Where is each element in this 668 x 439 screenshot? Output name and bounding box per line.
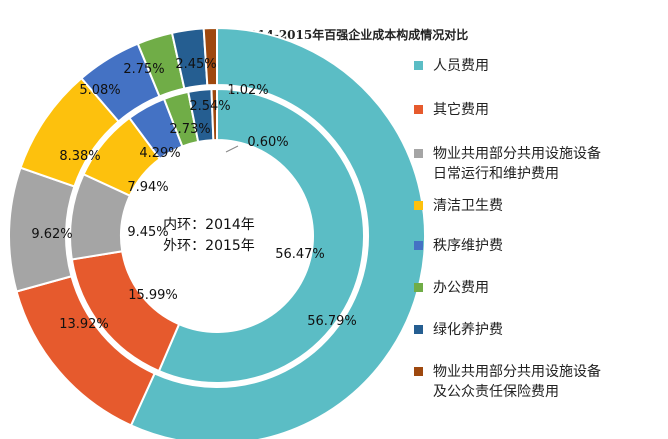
legend-label: 清洁卫生费 (433, 198, 503, 214)
inner-slice-label: 15.99% (128, 288, 178, 303)
leader-line (229, 85, 233, 95)
outer-slice-label: 1.02% (227, 83, 268, 98)
leader-line (225, 145, 239, 153)
outer-slice-label: 9.62% (31, 227, 72, 242)
legend-item: 办公费用 (414, 278, 648, 298)
legend-item: 秩序维护费 (414, 236, 648, 256)
legend-label: 秩序维护费 (433, 238, 503, 254)
data-labels: 56.47% 15.99% 9.45% 7.94% 4.29% 2.73% 2.54% 0.6… (31, 57, 356, 332)
legend-item: 物业共用部分共用设施设备 日常运行和维护费用 (414, 144, 648, 184)
legend-swatch (414, 105, 423, 114)
legend-label: 物业共用部分共用设施设备 及公众责任保险费用 (433, 364, 601, 400)
center-label-inner: 内环：2014年 (163, 217, 255, 233)
legend-label: 人员费用 (433, 58, 489, 74)
outer-slice-label: 8.38% (59, 149, 100, 164)
inner-slice-label: 2.54% (189, 99, 230, 114)
legend-label: 其它费用 (433, 102, 489, 118)
legend-item: 人员费用 (414, 56, 648, 76)
legend-swatch (414, 367, 423, 376)
outer-slice-label: 13.92% (59, 317, 109, 332)
outer-slice (202, 26, 218, 87)
legend-swatch (414, 241, 423, 250)
outer-ring-2015 (8, 26, 426, 439)
outer-slice-label: 2.45% (175, 57, 216, 72)
legend-label: 物业共用部分共用设施设备 日常运行和维护费用 (433, 146, 601, 182)
legend-item: 清洁卫生费 (414, 196, 648, 216)
legend-swatch (414, 149, 423, 158)
legend-item: 物业共用部分共用设施设备 及公众责任保险费用 (414, 362, 648, 402)
outer-slice-label: 56.79% (307, 314, 357, 329)
outer-slice-label: 5.08% (79, 83, 120, 98)
inner-slice-label: 2.73% (169, 122, 210, 137)
legend-item: 其它费用 (414, 100, 648, 120)
inner-slice-label: 4.29% (139, 146, 180, 161)
legend-swatch (414, 325, 423, 334)
legend-item: 绿化养护费 (414, 320, 648, 340)
inner-ring-2014 (69, 87, 366, 384)
legend-swatch (414, 283, 423, 292)
legend-label: 绿化养护费 (433, 322, 503, 338)
center-label-outer: 外环：2015年 (163, 238, 255, 254)
inner-slice-label: 56.47% (275, 247, 325, 262)
inner-slice-label: 7.94% (127, 180, 168, 195)
inner-slice-label: 9.45% (127, 225, 168, 240)
outer-slice (129, 26, 426, 439)
outer-slice-label: 2.75% (123, 62, 164, 77)
legend-swatch (414, 201, 423, 210)
inner-slice (210, 87, 218, 142)
legend-swatch (414, 61, 423, 70)
legend-label: 办公费用 (433, 280, 489, 296)
inner-slice (157, 87, 366, 384)
inner-slice-label: 0.60% (247, 135, 288, 150)
